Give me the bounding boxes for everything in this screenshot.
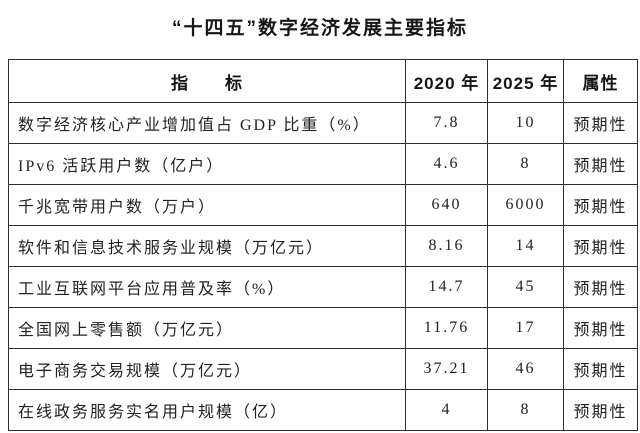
attribute-cell: 预期性 [563, 143, 638, 185]
value-2025-cell: 14 [487, 225, 564, 267]
attribute-cell: 预期性 [563, 307, 638, 349]
indicator-cell: 全国网上零售额（万亿元） [8, 307, 406, 349]
value-2025-cell: 46 [487, 348, 564, 390]
indicator-cell: 软件和信息技术服务业规模（万亿元） [8, 225, 406, 267]
table-row: 工业互联网平台应用普及率（%） 14.7 45 预期性 [8, 266, 638, 308]
value-2020-cell: 8.16 [405, 225, 488, 267]
page-title: “十四五”数字经济发展主要指标 [171, 18, 468, 39]
value-2020-cell: 37.21 [405, 348, 488, 390]
header-cell-indicator: 指 标 [8, 59, 406, 103]
table-row: 数字经济核心产业增加值占 GDP 比重（%） 7.8 10 预期性 [8, 102, 638, 144]
value-2025-cell: 10 [487, 102, 564, 144]
table-row: IPv6 活跃用户数（亿户） 4.6 8 预期性 [8, 143, 638, 185]
indicator-cell: 电子商务交易规模（万亿元） [8, 348, 406, 390]
value-2025-cell: 6000 [487, 184, 564, 226]
value-2020-cell: 640 [405, 184, 488, 226]
indicator-table: 指 标 2020 年 2025 年 属性 数字经济核心产业增加值占 GDP 比重… [8, 59, 638, 431]
value-2025-cell: 8 [487, 389, 564, 431]
attribute-cell: 预期性 [563, 184, 638, 226]
attribute-cell: 预期性 [563, 225, 638, 267]
attribute-cell: 预期性 [563, 348, 638, 390]
indicator-cell: 工业互联网平台应用普及率（%） [8, 266, 406, 308]
value-2025-cell: 17 [487, 307, 564, 349]
indicator-cell: 在线政务服务实名用户规模（亿） [8, 389, 406, 431]
value-2025-cell: 45 [487, 266, 564, 308]
table-row: 在线政务服务实名用户规模（亿） 4 8 预期性 [8, 389, 638, 431]
table-row: 千兆宽带用户数（万户） 640 6000 预期性 [8, 184, 638, 226]
attribute-cell: 预期性 [563, 102, 638, 144]
value-2020-cell: 7.8 [405, 102, 488, 144]
indicator-cell: 数字经济核心产业增加值占 GDP 比重（%） [8, 102, 406, 144]
value-2020-cell: 4 [405, 389, 488, 431]
table-row: 电子商务交易规模（万亿元） 37.21 46 预期性 [8, 348, 638, 390]
header-cell-2020: 2020 年 [405, 59, 488, 103]
indicator-cell: IPv6 活跃用户数（亿户） [8, 143, 406, 185]
table-header-row: 指 标 2020 年 2025 年 属性 [8, 59, 638, 103]
table-row: 全国网上零售额（万亿元） 11.76 17 预期性 [8, 307, 638, 349]
value-2025-cell: 8 [487, 143, 564, 185]
value-2020-cell: 14.7 [405, 266, 488, 308]
indicator-cell: 千兆宽带用户数（万户） [8, 184, 406, 226]
value-2020-cell: 4.6 [405, 143, 488, 185]
value-2020-cell: 11.76 [405, 307, 488, 349]
table-row: 软件和信息技术服务业规模（万亿元） 8.16 14 预期性 [8, 225, 638, 267]
attribute-cell: 预期性 [563, 389, 638, 431]
attribute-cell: 预期性 [563, 266, 638, 308]
header-cell-attribute: 属性 [563, 59, 638, 103]
header-cell-2025: 2025 年 [487, 59, 564, 103]
